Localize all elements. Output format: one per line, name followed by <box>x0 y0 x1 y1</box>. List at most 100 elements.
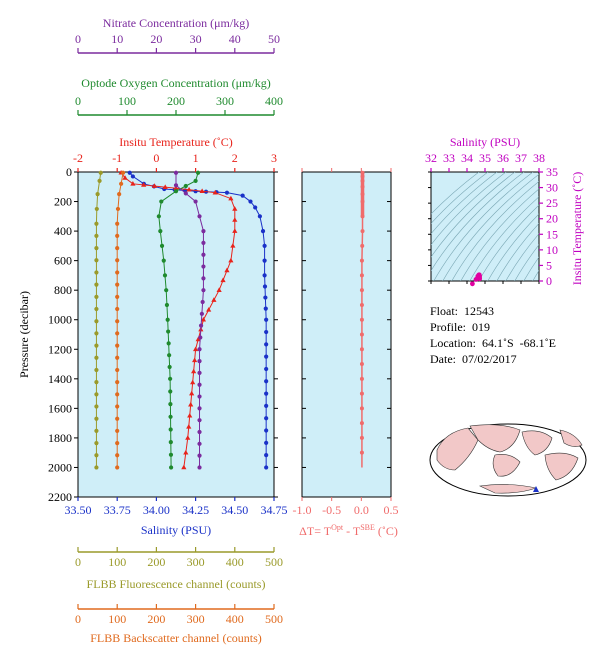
nitrate-data-point <box>197 418 202 423</box>
delta-t-data-point <box>360 229 365 234</box>
salinity-data-point <box>264 366 269 372</box>
delta-t-data-point <box>359 332 364 337</box>
oxygen-data-point <box>168 427 173 432</box>
delta-t-x-tick-label: -1.0 <box>293 503 312 517</box>
backscatter-data-point <box>115 331 120 336</box>
backscatter-data-point <box>115 270 120 275</box>
fluorescence-data-point <box>94 206 99 212</box>
nitrate-data-point <box>197 358 202 364</box>
temperature-data-point <box>211 297 217 302</box>
oxygen-data-point <box>166 341 171 346</box>
ts-contour <box>431 172 507 246</box>
nitrate-tick-label: 20 <box>150 32 162 46</box>
nitrate-data-point <box>197 370 202 376</box>
delta-t-data-point <box>360 243 365 248</box>
temperature-data-point <box>186 186 192 192</box>
fluorescence-tick-label: 200 <box>147 555 165 569</box>
backscatter-data-point <box>120 170 126 175</box>
backscatter-tick-label: 300 <box>187 612 205 626</box>
nitrate-data-point <box>198 323 204 328</box>
ts-contour <box>478 204 539 281</box>
salinity-data-point <box>262 243 267 248</box>
nitrate-data-point <box>173 183 179 188</box>
ts-x-axis-title: Salinity (PSU) <box>450 135 520 149</box>
delta-t-plot-area <box>301 171 392 498</box>
ts-data-point <box>477 276 482 282</box>
world-map <box>429 423 587 497</box>
temperature-data-point <box>199 188 205 194</box>
temperature-data-point <box>224 267 230 273</box>
delta-t-data-point <box>359 288 364 293</box>
salinity-data-point <box>248 199 253 204</box>
ts-contour <box>469 196 539 281</box>
fluorescence-data-point <box>94 294 99 299</box>
fluorescence-tick-label: 0 <box>75 555 81 569</box>
nitrate-data-point <box>197 465 202 470</box>
delta-t-x-tick-label: 0.5 <box>384 503 399 517</box>
fluorescence-data-point <box>94 404 99 409</box>
backscatter-data-point <box>115 206 121 212</box>
ts-y-axis-title: Insitu Temperature (˚C) <box>570 172 584 286</box>
backscatter-data-point <box>115 343 120 348</box>
fluorescence-data-point <box>94 440 99 446</box>
temperature-tick-label: -1 <box>112 151 122 165</box>
ts-x-tick-label: 37 <box>515 151 527 165</box>
temperature-data-point <box>188 401 194 407</box>
salinity-data-point <box>264 329 269 335</box>
ts-contour <box>431 172 525 272</box>
backscatter-data-point <box>115 380 120 385</box>
backscatter-data-point <box>115 233 120 238</box>
oxygen-data-point <box>168 414 173 419</box>
ts-contour <box>487 213 539 281</box>
oxygen-data-point <box>159 243 165 248</box>
oxygen-data-point <box>167 364 172 370</box>
backscatter-axis-title: FLBB Backscatter channel (counts) <box>90 631 262 645</box>
nitrate-data-point <box>197 453 202 458</box>
temperature-data-point <box>216 287 222 292</box>
salinity-data-point <box>264 465 269 470</box>
salinity-data-point <box>253 205 258 210</box>
salinity-data-point <box>264 403 269 409</box>
ts-contour <box>431 172 516 258</box>
backscatter-data-point <box>115 367 120 373</box>
fluorescence-tick-label: 400 <box>226 555 244 569</box>
fluorescence-data-point <box>94 465 99 470</box>
y-axis-title: Pressure (decibar) <box>17 291 31 378</box>
temperature-tick-label: 3 <box>271 151 277 165</box>
salinity-data-point <box>264 342 269 347</box>
backscatter-data-point <box>115 245 120 251</box>
temperature-data-point <box>220 277 226 283</box>
ts-contour <box>496 223 539 281</box>
backscatter-tick-label: 500 <box>265 612 283 626</box>
oxygen-data-point <box>161 258 166 263</box>
ts-contour <box>442 173 539 281</box>
temperature-data-point <box>195 336 201 342</box>
main-plot-area <box>77 171 275 498</box>
temperature-data-point <box>186 424 192 429</box>
ts-contour <box>431 172 489 224</box>
fluorescence-data-point <box>94 270 99 275</box>
salinity-data-point <box>262 258 267 263</box>
salinity-data-point <box>263 295 268 300</box>
fluorescence-data-point <box>94 258 99 263</box>
salinity-tick-label: 34.50 <box>221 503 248 517</box>
ts-contour <box>460 188 539 281</box>
oxygen-data-point <box>193 178 198 183</box>
salinity-data-point <box>264 453 269 458</box>
nitrate-data-point <box>197 214 202 219</box>
ts-contour <box>514 244 539 281</box>
salinity-data-point <box>264 428 269 433</box>
float-location-marker <box>533 486 539 492</box>
delta-t-data-point <box>359 317 364 322</box>
temperature-data-point <box>162 184 168 189</box>
temperature-data-point <box>181 464 187 470</box>
backscatter-data-point <box>115 392 120 397</box>
temperature-data-point <box>183 449 189 455</box>
temperature-data-point <box>228 195 234 201</box>
fluorescence-data-point <box>97 178 102 183</box>
salinity-data-point <box>260 228 266 234</box>
ts-contour <box>505 233 539 281</box>
ts-y-tick-label: 35 <box>546 165 558 179</box>
backscatter-data-point <box>115 465 120 470</box>
